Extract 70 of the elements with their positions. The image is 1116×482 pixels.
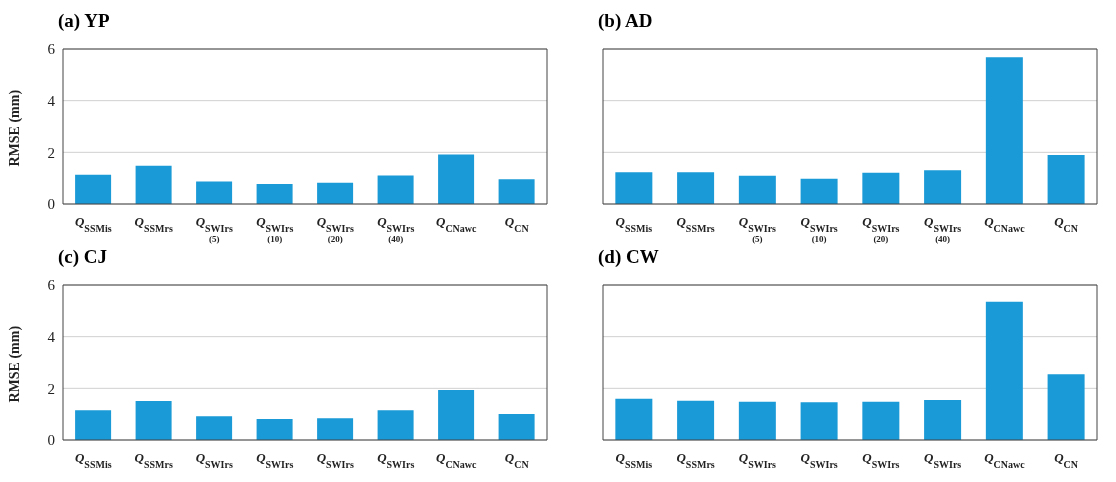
bar bbox=[862, 172, 900, 204]
x-tick-label: Q$_{SSMrs}$ bbox=[134, 214, 173, 234]
bar bbox=[1047, 374, 1085, 440]
bar bbox=[677, 400, 715, 440]
bar bbox=[196, 181, 233, 204]
chart-title: (d) CW bbox=[598, 246, 659, 268]
bar bbox=[1047, 154, 1085, 204]
bar bbox=[135, 165, 172, 204]
x-tick-label: Q$_{SSMis}$ bbox=[74, 214, 112, 234]
bar bbox=[317, 182, 354, 204]
bar bbox=[800, 402, 838, 440]
bar bbox=[985, 301, 1023, 440]
bar bbox=[75, 174, 112, 204]
x-tick-label: Q$_{SWIrs}$ bbox=[862, 450, 900, 470]
chart-title: (b) AD bbox=[598, 10, 653, 32]
y-tick-label: 6 bbox=[47, 41, 56, 58]
x-tick-label: Q$_{CN}$ bbox=[1054, 214, 1079, 234]
bar bbox=[800, 178, 838, 204]
y-axis-title: RMSE (mm) bbox=[6, 325, 23, 403]
x-tick-label: Q$_{SWIrs}$ bbox=[256, 450, 294, 470]
y-axis-title: RMSE (mm) bbox=[6, 89, 23, 167]
x-tick-label: Q$_{SWIrs}$ (40) bbox=[377, 214, 415, 244]
y-tick-label: 4 bbox=[47, 92, 56, 109]
x-tick-label: Q$_{SWIrs}$ bbox=[800, 450, 838, 470]
x-tick-label: Q$_{SWIrs}$ (40) bbox=[924, 214, 962, 244]
bar bbox=[615, 172, 653, 204]
x-tick-label: Q$_{SWIrs}$ (5) bbox=[738, 214, 777, 244]
x-tick-label: Q$_{SWIrs}$ bbox=[924, 450, 962, 470]
bar bbox=[438, 154, 475, 204]
bar bbox=[738, 401, 776, 440]
bar bbox=[985, 57, 1023, 204]
bar bbox=[862, 401, 900, 440]
bar bbox=[924, 399, 962, 440]
x-tick-label: Q$_{SWIrs}$ bbox=[377, 450, 415, 470]
x-tick-label: Q$_{CNawc}$ bbox=[984, 214, 1026, 234]
bar bbox=[738, 175, 776, 204]
x-tick-label: Q$_{SWIrs}$ bbox=[195, 450, 233, 470]
x-tick-label: Q$_{SSMrs}$ bbox=[134, 450, 173, 470]
x-tick-label: Q$_{SWIrs}$ (10) bbox=[800, 214, 838, 244]
x-tick-label: Q$_{SSMis}$ bbox=[615, 214, 653, 234]
bar bbox=[615, 398, 653, 440]
y-tick-label: 4 bbox=[47, 328, 56, 345]
x-tick-label: Q$_{SWIrs}$ (5) bbox=[195, 214, 233, 244]
x-tick-label: Q$_{CNawc}$ bbox=[436, 214, 478, 234]
x-tick-label: Q$_{SWIrs}$ (20) bbox=[862, 214, 900, 244]
y-tick-label: 0 bbox=[47, 196, 55, 213]
x-tick-label: Q$_{SSMis}$ bbox=[615, 450, 653, 470]
bar bbox=[377, 175, 414, 204]
x-tick-label: Q$_{SWIrs}$ (20) bbox=[316, 214, 354, 244]
bar bbox=[677, 172, 715, 204]
x-tick-label: Q$_{CN}$ bbox=[504, 214, 530, 234]
bar bbox=[924, 170, 962, 204]
y-tick-label: 2 bbox=[47, 380, 55, 397]
x-tick-label: Q$_{SSMrs}$ bbox=[676, 214, 715, 234]
x-tick-label: Q$_{SSMrs}$ bbox=[676, 450, 715, 470]
y-tick-label: 0 bbox=[47, 432, 55, 449]
x-tick-label: Q$_{CNawc}$ bbox=[984, 450, 1026, 470]
y-tick-label: 6 bbox=[47, 277, 56, 294]
x-tick-label: Q$_{CN}$ bbox=[504, 450, 530, 470]
x-tick-label: Q$_{SWIrs}$ bbox=[738, 450, 777, 470]
x-tick-label: Q$_{CNawc}$ bbox=[436, 450, 478, 470]
y-tick-label: 2 bbox=[47, 144, 55, 161]
x-tick-label: Q$_{SWIrs}$ (10) bbox=[256, 214, 294, 244]
chart-title: (c) CJ bbox=[58, 246, 108, 268]
x-tick-label: Q$_{SWIrs}$ bbox=[316, 450, 354, 470]
chart-title: (a) YP bbox=[58, 10, 110, 32]
bar bbox=[256, 184, 293, 204]
x-tick-label: Q$_{SSMis}$ bbox=[74, 450, 112, 470]
bar bbox=[498, 179, 535, 204]
x-tick-label: Q$_{CN}$ bbox=[1054, 450, 1079, 470]
